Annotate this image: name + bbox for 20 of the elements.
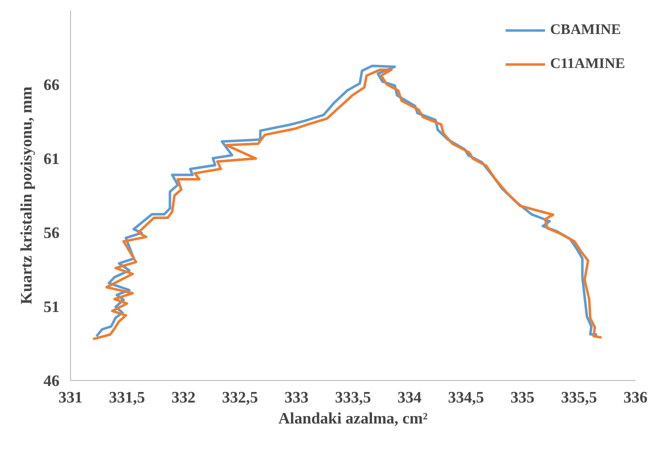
x-tick-label: 334 xyxy=(398,390,422,406)
y-tick-label: 56 xyxy=(44,225,60,242)
y-tick-label: 46 xyxy=(44,373,60,390)
y-axis-title: Kuartz kristalin pozisyonu, mm xyxy=(18,86,36,304)
x-axis-title: Alandaki azalma, cm² xyxy=(278,410,428,428)
x-tick-label: 336 xyxy=(624,390,648,406)
y-tick-label: 61 xyxy=(44,151,60,168)
x-tick-label: 335,5 xyxy=(561,390,597,406)
y-tick-label: 66 xyxy=(44,77,60,94)
x-tick-label: 333,5 xyxy=(335,390,371,406)
y-tick-label: 51 xyxy=(44,299,60,316)
x-tick-label: 331 xyxy=(58,390,82,406)
x-tick-label: 334,5 xyxy=(448,390,484,406)
x-tick-label: 331,5 xyxy=(109,390,145,406)
legend-label: C11AMINE xyxy=(550,56,625,72)
x-tick-label: 333 xyxy=(284,390,308,406)
x-tick-label: 335 xyxy=(510,390,534,406)
x-tick-label: 332,5 xyxy=(222,390,258,406)
legend-label: CBAMINE xyxy=(550,22,621,38)
x-tick-label: 332 xyxy=(172,390,196,406)
